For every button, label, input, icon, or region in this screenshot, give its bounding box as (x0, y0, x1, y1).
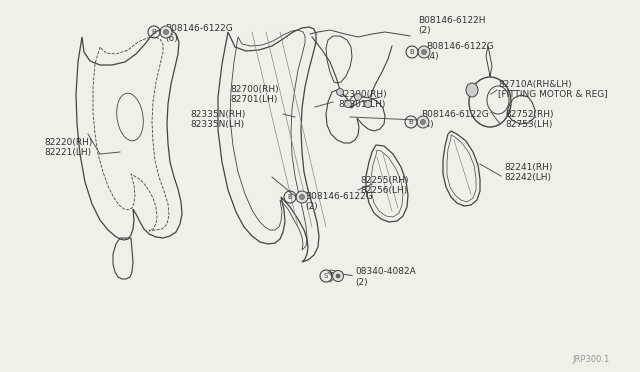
Text: 82335N(RH): 82335N(RH) (190, 109, 245, 119)
Text: JRP300.1: JRP300.1 (572, 356, 609, 365)
Text: 82220(RH): 82220(RH) (44, 138, 92, 147)
Circle shape (296, 191, 308, 203)
Text: B08146-6122G: B08146-6122G (305, 192, 372, 201)
Text: 82753(LH): 82753(LH) (505, 119, 552, 128)
Text: (6): (6) (165, 33, 178, 42)
Circle shape (422, 49, 426, 55)
Circle shape (344, 100, 351, 108)
Text: 82700(RH): 82700(RH) (230, 84, 278, 93)
Text: B: B (410, 49, 414, 55)
Text: 82335N(LH): 82335N(LH) (190, 119, 244, 128)
Text: 82752(RH): 82752(RH) (505, 109, 554, 119)
Text: B: B (408, 119, 413, 125)
Text: 82255(RH): 82255(RH) (360, 176, 408, 185)
Text: B08146-6122G: B08146-6122G (426, 42, 493, 51)
Circle shape (337, 89, 344, 96)
Text: 82242(LH): 82242(LH) (504, 173, 551, 182)
Text: (2): (2) (305, 202, 317, 211)
Circle shape (420, 119, 426, 125)
Circle shape (355, 93, 362, 100)
Text: (4): (4) (421, 119, 434, 128)
Text: B08146-6122G: B08146-6122G (421, 109, 489, 119)
Ellipse shape (466, 83, 478, 97)
Circle shape (163, 29, 168, 35)
Text: S: S (324, 273, 328, 279)
Text: [FITTING MOTOR & REG]: [FITTING MOTOR & REG] (498, 90, 608, 99)
Text: (2): (2) (355, 278, 367, 286)
Text: 82300(RH): 82300(RH) (338, 90, 387, 99)
Circle shape (417, 116, 429, 128)
Text: B08146-6122H: B08146-6122H (418, 16, 486, 25)
Text: 82701(LH): 82701(LH) (230, 94, 277, 103)
Text: (2): (2) (418, 26, 431, 35)
Text: (4): (4) (426, 51, 438, 61)
Circle shape (300, 195, 305, 199)
Circle shape (365, 100, 371, 108)
Circle shape (336, 274, 340, 278)
Circle shape (418, 46, 430, 58)
Text: 82710A(RH&LH): 82710A(RH&LH) (498, 80, 572, 89)
Text: 82241(RH): 82241(RH) (504, 163, 552, 171)
Text: 08340-4082A: 08340-4082A (355, 267, 416, 276)
Text: B08146-6122G: B08146-6122G (165, 23, 233, 32)
Circle shape (333, 270, 344, 282)
Text: 82301(LH): 82301(LH) (338, 99, 385, 109)
Text: B: B (287, 194, 292, 200)
Text: 82221(LH): 82221(LH) (44, 148, 91, 157)
Text: 82256(LH): 82256(LH) (360, 186, 407, 195)
Circle shape (160, 26, 172, 38)
Text: B: B (152, 29, 156, 35)
